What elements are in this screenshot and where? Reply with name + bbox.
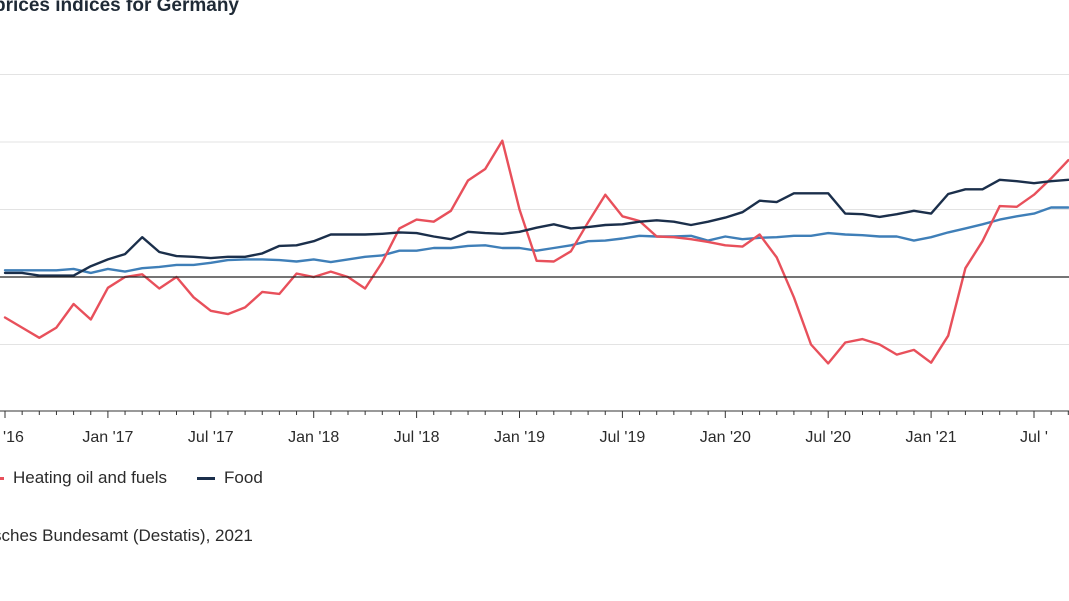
x-tick-label: Jul '17 <box>188 429 234 446</box>
x-tick-label: Jan '21 <box>906 429 957 446</box>
x-tick-label: Jul '18 <box>394 429 440 446</box>
source-note: sches Bundesamt (Destatis), 2021 <box>0 526 253 545</box>
x-tick-label: Jul ' <box>1020 429 1048 446</box>
series-line-food <box>3 178 1069 277</box>
x-tick-label: Jan '17 <box>82 429 133 446</box>
legend-label-food: Food <box>224 468 263 487</box>
legend-entry-food[interactable]: Food <box>197 468 263 488</box>
x-tick-label: ul '16 <box>0 429 24 446</box>
legend-swatch-food <box>197 476 216 480</box>
gridlines <box>0 74 1069 345</box>
legend-label-heating-oil: Heating oil and fuels <box>13 468 168 487</box>
series-lines <box>0 139 1069 365</box>
x-axis: ul '16 Jan '17 Jul '17 Jan '18 Jul '18 Jan '1… <box>0 410 1069 446</box>
chart-title: prices indices for Germany <box>0 0 239 16</box>
series-line-consumer-prices <box>3 206 1069 275</box>
x-tick-label: Jan '18 <box>288 429 339 446</box>
legend: Heating oil and fuels Food <box>0 468 293 488</box>
x-tick-label: Jul '20 <box>805 429 851 446</box>
legend-swatch-heating-oil <box>0 476 4 480</box>
x-tick-label: Jul '19 <box>600 429 646 446</box>
series-line-heating-oil-and-fuels <box>3 139 1069 365</box>
x-tick-label: Jan '20 <box>700 429 751 446</box>
x-tick-label: Jan '19 <box>494 429 545 446</box>
legend-entry-heating-oil[interactable]: Heating oil and fuels <box>0 468 167 488</box>
